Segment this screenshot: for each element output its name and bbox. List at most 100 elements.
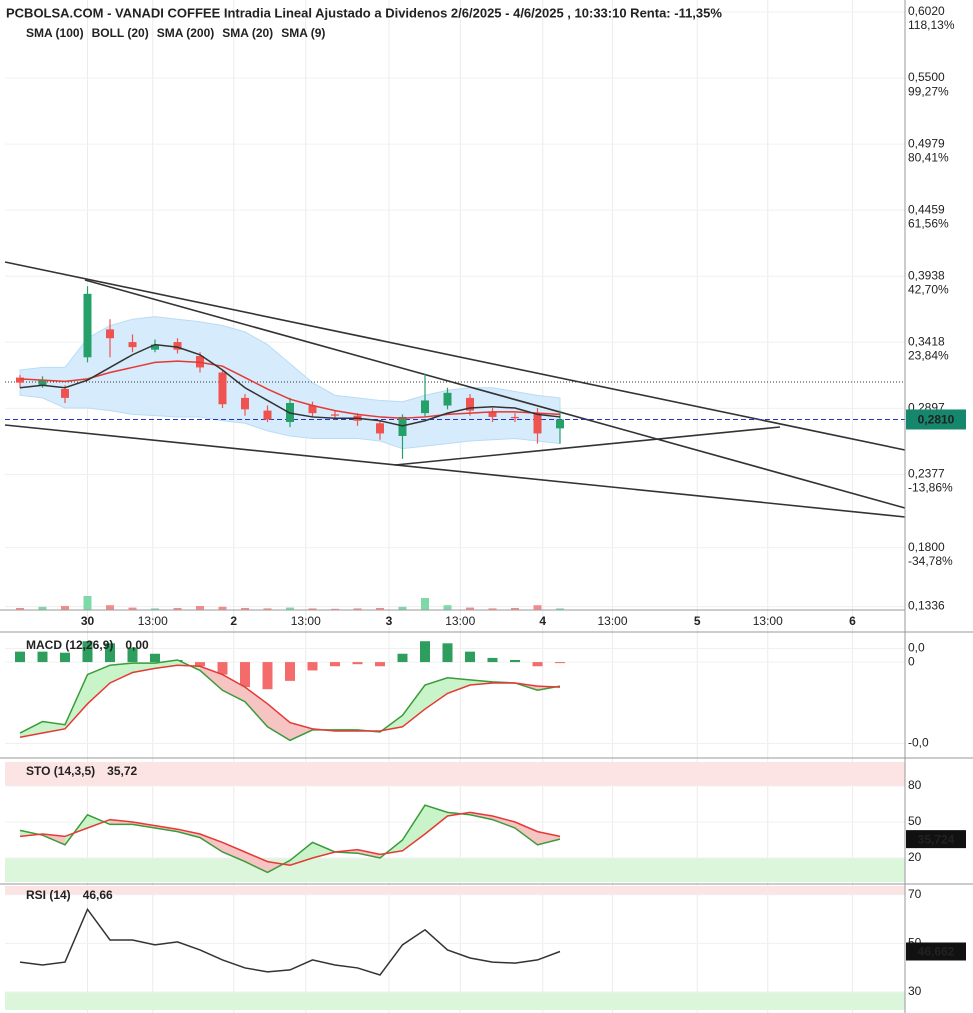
chart-title: PCBOLSA.COM - VANADI COFFEE Intradia Lin… bbox=[6, 5, 722, 20]
histogram-bar bbox=[330, 662, 340, 667]
candle-body bbox=[61, 389, 69, 398]
histogram-bar bbox=[15, 651, 25, 663]
x-tick-label: 13:00 bbox=[445, 614, 475, 628]
volume-bar bbox=[488, 608, 497, 610]
trend-line bbox=[84, 279, 906, 509]
panel-readout: 0,00 bbox=[125, 638, 149, 652]
y-tick-label: 0,2377 bbox=[908, 467, 945, 481]
line bbox=[19, 659, 561, 742]
candle-body bbox=[421, 400, 429, 414]
cross-fill bbox=[87, 814, 110, 828]
y2-tick-label: -13,86% bbox=[908, 481, 953, 495]
panel-title: STO (14,3,5) bbox=[26, 764, 95, 778]
cross-fill bbox=[110, 663, 133, 683]
line bbox=[19, 907, 561, 976]
cross-fill bbox=[357, 849, 380, 858]
trend-lines bbox=[4, 261, 906, 518]
candle-body bbox=[443, 392, 452, 406]
histogram-bar bbox=[195, 662, 205, 667]
histogram-bar bbox=[82, 641, 93, 663]
volume-bar bbox=[16, 608, 24, 610]
y-tick-label: 0,4459 bbox=[908, 202, 945, 216]
y-tick-label: 70 bbox=[908, 887, 922, 901]
volume-bar bbox=[106, 605, 114, 610]
volume-bar bbox=[308, 608, 317, 610]
histogram-bar bbox=[60, 652, 70, 663]
volume-bar bbox=[61, 606, 69, 610]
x-tick-label: 3 bbox=[386, 614, 393, 628]
overbought-band bbox=[5, 886, 905, 895]
volume-bar bbox=[533, 605, 542, 610]
candle-body bbox=[218, 372, 227, 405]
histogram-bar bbox=[532, 662, 543, 667]
last-value-box bbox=[906, 942, 966, 961]
volume-bar bbox=[376, 608, 384, 610]
y-tick-label: 30 bbox=[908, 984, 922, 998]
candle-body bbox=[83, 293, 92, 358]
histogram-bar bbox=[127, 647, 138, 663]
last-price-label: 0,2810 bbox=[918, 413, 955, 427]
volume-bar bbox=[263, 608, 272, 610]
line bbox=[19, 343, 561, 427]
cross-fill bbox=[245, 852, 268, 873]
legend-entry: BOLL (20) bbox=[92, 26, 149, 40]
y-tick-label: 0,1336 bbox=[908, 599, 945, 613]
volume-bar bbox=[151, 608, 159, 610]
volume-bar bbox=[398, 606, 407, 610]
volume-bar bbox=[556, 608, 564, 610]
y2-tick-label: 42,70% bbox=[908, 282, 949, 296]
candle-body bbox=[128, 342, 137, 348]
x-tick-label: 13:00 bbox=[753, 614, 783, 628]
candle-body bbox=[16, 377, 24, 383]
last-price-box bbox=[906, 409, 966, 430]
candle-body bbox=[38, 380, 47, 386]
volume-bar bbox=[421, 598, 429, 610]
volume-bar bbox=[38, 606, 47, 610]
line bbox=[19, 811, 561, 866]
x-tick-label: 2 bbox=[230, 614, 237, 628]
candle-body bbox=[488, 411, 497, 417]
histogram-bar bbox=[442, 643, 453, 663]
histogram-bar bbox=[217, 662, 228, 675]
y-tick-label: 0,1800 bbox=[908, 540, 945, 554]
volume-bar bbox=[353, 608, 362, 610]
panel-readout: 35,72 bbox=[107, 764, 137, 778]
volume-bar bbox=[443, 605, 452, 610]
histogram-bar bbox=[510, 660, 520, 663]
trend-line bbox=[4, 424, 906, 518]
y-tick-label: 50 bbox=[908, 814, 922, 828]
candle-body bbox=[241, 397, 249, 410]
candle-body bbox=[533, 413, 542, 434]
last-value-label: 35,724 bbox=[918, 832, 955, 846]
candle-body bbox=[173, 342, 182, 350]
histogram-bar bbox=[105, 643, 115, 663]
cross-fill bbox=[87, 665, 110, 704]
histogram-bar bbox=[397, 653, 408, 663]
histogram-bar bbox=[262, 662, 273, 690]
cross-fill bbox=[425, 805, 448, 834]
y-tick-label: 80 bbox=[908, 778, 922, 792]
panel-readout: 46,66 bbox=[83, 888, 113, 902]
cross-fill bbox=[200, 834, 223, 852]
trend-line bbox=[394, 426, 781, 466]
legend-entry: SMA (100) bbox=[26, 26, 84, 40]
volume-bar bbox=[286, 607, 294, 610]
cross-fill bbox=[222, 842, 245, 862]
cross-fill bbox=[155, 660, 178, 669]
line bbox=[19, 804, 561, 874]
volume-bar bbox=[241, 608, 249, 610]
candle-body bbox=[466, 397, 474, 411]
candle-body bbox=[151, 344, 159, 350]
y-tick-label: 0,4979 bbox=[908, 136, 945, 150]
cross-fill bbox=[447, 677, 470, 694]
volume-bar bbox=[83, 596, 92, 610]
cross-fill bbox=[425, 677, 448, 710]
y-tick-label: 0,5500 bbox=[908, 70, 945, 84]
y-tick-label: -0,0 bbox=[908, 736, 929, 750]
histogram-bar bbox=[240, 662, 250, 688]
y-tick-label: 0,3938 bbox=[908, 268, 945, 282]
legend-entry: SMA (9) bbox=[281, 26, 325, 40]
